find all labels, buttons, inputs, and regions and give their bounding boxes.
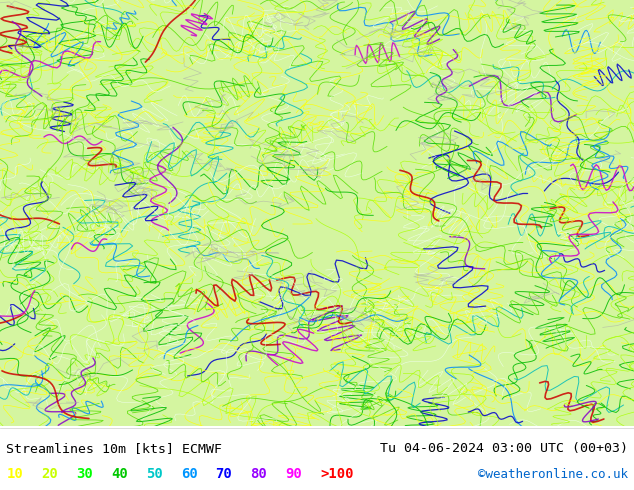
Text: >100: >100 (320, 467, 354, 481)
Text: 10: 10 (6, 467, 23, 481)
Text: 80: 80 (250, 467, 267, 481)
Text: 60: 60 (181, 467, 197, 481)
Text: Streamlines 10m [kts] ECMWF: Streamlines 10m [kts] ECMWF (6, 442, 223, 455)
Text: 30: 30 (76, 467, 93, 481)
Text: Tu 04-06-2024 03:00 UTC (00+03): Tu 04-06-2024 03:00 UTC (00+03) (380, 442, 628, 455)
Text: 50: 50 (146, 467, 162, 481)
Text: 40: 40 (111, 467, 127, 481)
Text: ©weatheronline.co.uk: ©weatheronline.co.uk (477, 467, 628, 481)
Text: 20: 20 (41, 467, 58, 481)
Text: 70: 70 (216, 467, 232, 481)
Text: 90: 90 (285, 467, 302, 481)
